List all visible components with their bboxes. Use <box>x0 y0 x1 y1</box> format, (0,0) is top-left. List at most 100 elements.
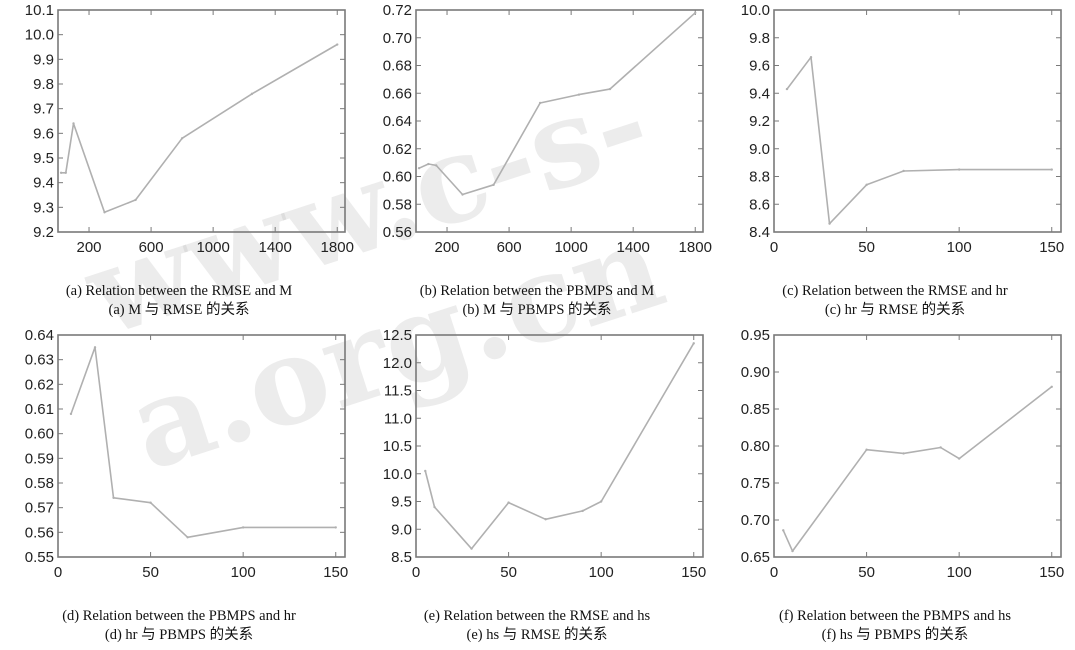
y-tick-label: 0.70 <box>383 30 412 47</box>
data-point <box>694 11 697 14</box>
y-tick-label: 10.0 <box>25 27 54 44</box>
y-tick-label: 0.55 <box>25 549 54 566</box>
data-point <box>507 501 510 504</box>
y-tick-label: 8.8 <box>749 169 770 186</box>
data-point <box>470 547 473 550</box>
y-tick-label: 9.4 <box>33 175 54 192</box>
data-point <box>149 501 152 504</box>
x-tick-label: 0 <box>770 564 778 581</box>
y-tick-label: 0.62 <box>383 141 412 158</box>
data-point <box>902 452 905 455</box>
x-tick-label: 200 <box>435 239 460 256</box>
y-tick-label: 11.5 <box>384 383 412 400</box>
y-tick-label: 8.6 <box>749 196 770 213</box>
y-tick-label: 0.59 <box>25 450 54 467</box>
x-tick-label: 0 <box>412 564 420 581</box>
series-line <box>61 43 338 214</box>
caption-zh: (d) hr 与 PBMPS 的关系 <box>104 627 254 643</box>
series-line <box>424 342 695 550</box>
data-point <box>417 166 421 170</box>
data-point <box>608 87 612 91</box>
caption-zh: (b) M 与 PBMPS 的关系 <box>462 302 612 318</box>
data-point <box>186 536 189 539</box>
data-point <box>250 92 254 96</box>
data-point <box>828 222 831 225</box>
data-point <box>785 87 789 91</box>
plot-frame <box>773 9 1062 233</box>
caption-en: (f) Relation between the PBMPS and hs <box>779 608 1011 624</box>
y-tick-label: 10.0 <box>383 466 412 483</box>
chart-c: 8.4 8.6 8.8 9.0 9.2 9.4 9.6 9.8 10.0 0 50 100 150 <box>741 2 1064 256</box>
x-tick-label: 1000 <box>554 239 587 256</box>
y-tick-label: 0.63 <box>25 352 54 369</box>
x-tick-label: 0 <box>54 564 62 581</box>
caption-en: (a) Relation between the RMSE and M <box>65 283 293 299</box>
data-point <box>427 162 430 166</box>
y-tick-label: 8.4 <box>749 224 770 241</box>
plot-frame <box>773 334 1062 558</box>
x-tick-label: 600 <box>139 239 164 256</box>
data-point <box>134 198 137 202</box>
y-tick-label: 9.8 <box>749 30 770 47</box>
data-point <box>939 446 942 449</box>
data-point <box>692 342 695 345</box>
x-tick-label: 50 <box>858 564 875 581</box>
y-tick-label: 0.62 <box>25 376 54 393</box>
y-tick-label: 9.0 <box>391 521 412 538</box>
y-tick-label: 0.80 <box>741 438 770 455</box>
x-tick-label: 600 <box>497 239 522 256</box>
y-tick-label: 0.56 <box>25 524 54 541</box>
x-tick-label: 1000 <box>196 239 229 256</box>
y-tick-label: 12.0 <box>383 355 412 372</box>
chart-panel-f: 0.65 0.70 0.75 0.80 0.85 0.90 0.95 0 50 100 150 (f… <box>716 325 1074 650</box>
chart-e: 8.5 9.0 9.5 10.0 10.5 11.0 11.5 12.0 12.5 0 50 100 1… <box>383 327 706 581</box>
y-tick-label: 11.0 <box>384 410 412 427</box>
y-tick-label: 9.0 <box>749 141 770 158</box>
y-tick-label: 0.58 <box>383 196 412 213</box>
y-tick-label: 0.61 <box>25 401 54 418</box>
y-tick-label: 10.1 <box>25 2 54 19</box>
caption-en: (c) Relation between the RMSE and hr <box>782 283 1008 299</box>
data-point <box>957 457 961 460</box>
y-tick-label: 9.2 <box>33 224 54 241</box>
chart-a: 9.2 9.3 9.4 9.5 9.6 9.7 9.8 9.9 10.0 10.1 200 600 10… <box>25 2 354 256</box>
data-point <box>93 346 97 349</box>
chart-panel-a: 9.2 9.3 9.4 9.5 9.6 9.7 9.8 9.9 10.0 10.1 200 600 10… <box>0 0 358 325</box>
y-tick-label: 12.5 <box>383 327 412 344</box>
x-tick-label: 50 <box>858 239 875 256</box>
x-tick-label: 150 <box>323 564 348 581</box>
chart-panel-c: 8.4 8.6 8.8 9.0 9.2 9.4 9.6 9.8 10.0 0 50 100 150 (c… <box>716 0 1074 325</box>
chart-panel-b: 0.56 0.58 0.60 0.62 0.64 0.66 0.68 0.70 0.72 200 6… <box>358 0 716 325</box>
x-tick-label: 100 <box>589 564 614 581</box>
x-tick-label: 50 <box>142 564 159 581</box>
data-point <box>334 526 337 529</box>
caption-en: (b) Relation between the PBMPS and M <box>419 283 655 299</box>
data-point <box>112 496 115 499</box>
y-tick-label: 10.0 <box>741 2 770 19</box>
x-tick-label: 150 <box>681 564 706 581</box>
series-line <box>782 386 1053 552</box>
y-tick-label: 0.75 <box>741 475 770 492</box>
plot-frame <box>57 9 346 233</box>
series-line <box>786 56 1052 225</box>
y-tick-label: 0.64 <box>383 113 412 130</box>
y-tick-label: 0.58 <box>25 475 54 492</box>
y-tick-label: 0.66 <box>383 85 412 102</box>
chart-f: 0.65 0.70 0.75 0.80 0.85 0.90 0.95 0 50 100 150 <box>741 327 1064 581</box>
y-tick-label: 0.95 <box>741 327 770 344</box>
y-tick-label: 0.85 <box>741 401 770 418</box>
data-point <box>957 168 961 171</box>
caption-zh: (e) hs 与 RMSE 的关系 <box>466 627 608 643</box>
data-point <box>538 101 542 105</box>
data-point <box>241 526 245 529</box>
x-tick-label: 1400 <box>617 239 650 256</box>
data-point <box>180 137 184 140</box>
x-tick-label: 50 <box>500 564 517 581</box>
data-point <box>902 169 905 173</box>
y-tick-label: 9.6 <box>33 125 54 142</box>
chart-panel-e: 8.5 9.0 9.5 10.0 10.5 11.0 11.5 12.0 12.5 0 50 100 1… <box>358 325 716 650</box>
caption-zh: (c) hr 与 RMSE 的关系 <box>824 302 966 318</box>
y-tick-label: 0.65 <box>741 549 770 566</box>
data-point <box>1050 168 1053 171</box>
y-tick-label: 0.57 <box>25 500 54 517</box>
